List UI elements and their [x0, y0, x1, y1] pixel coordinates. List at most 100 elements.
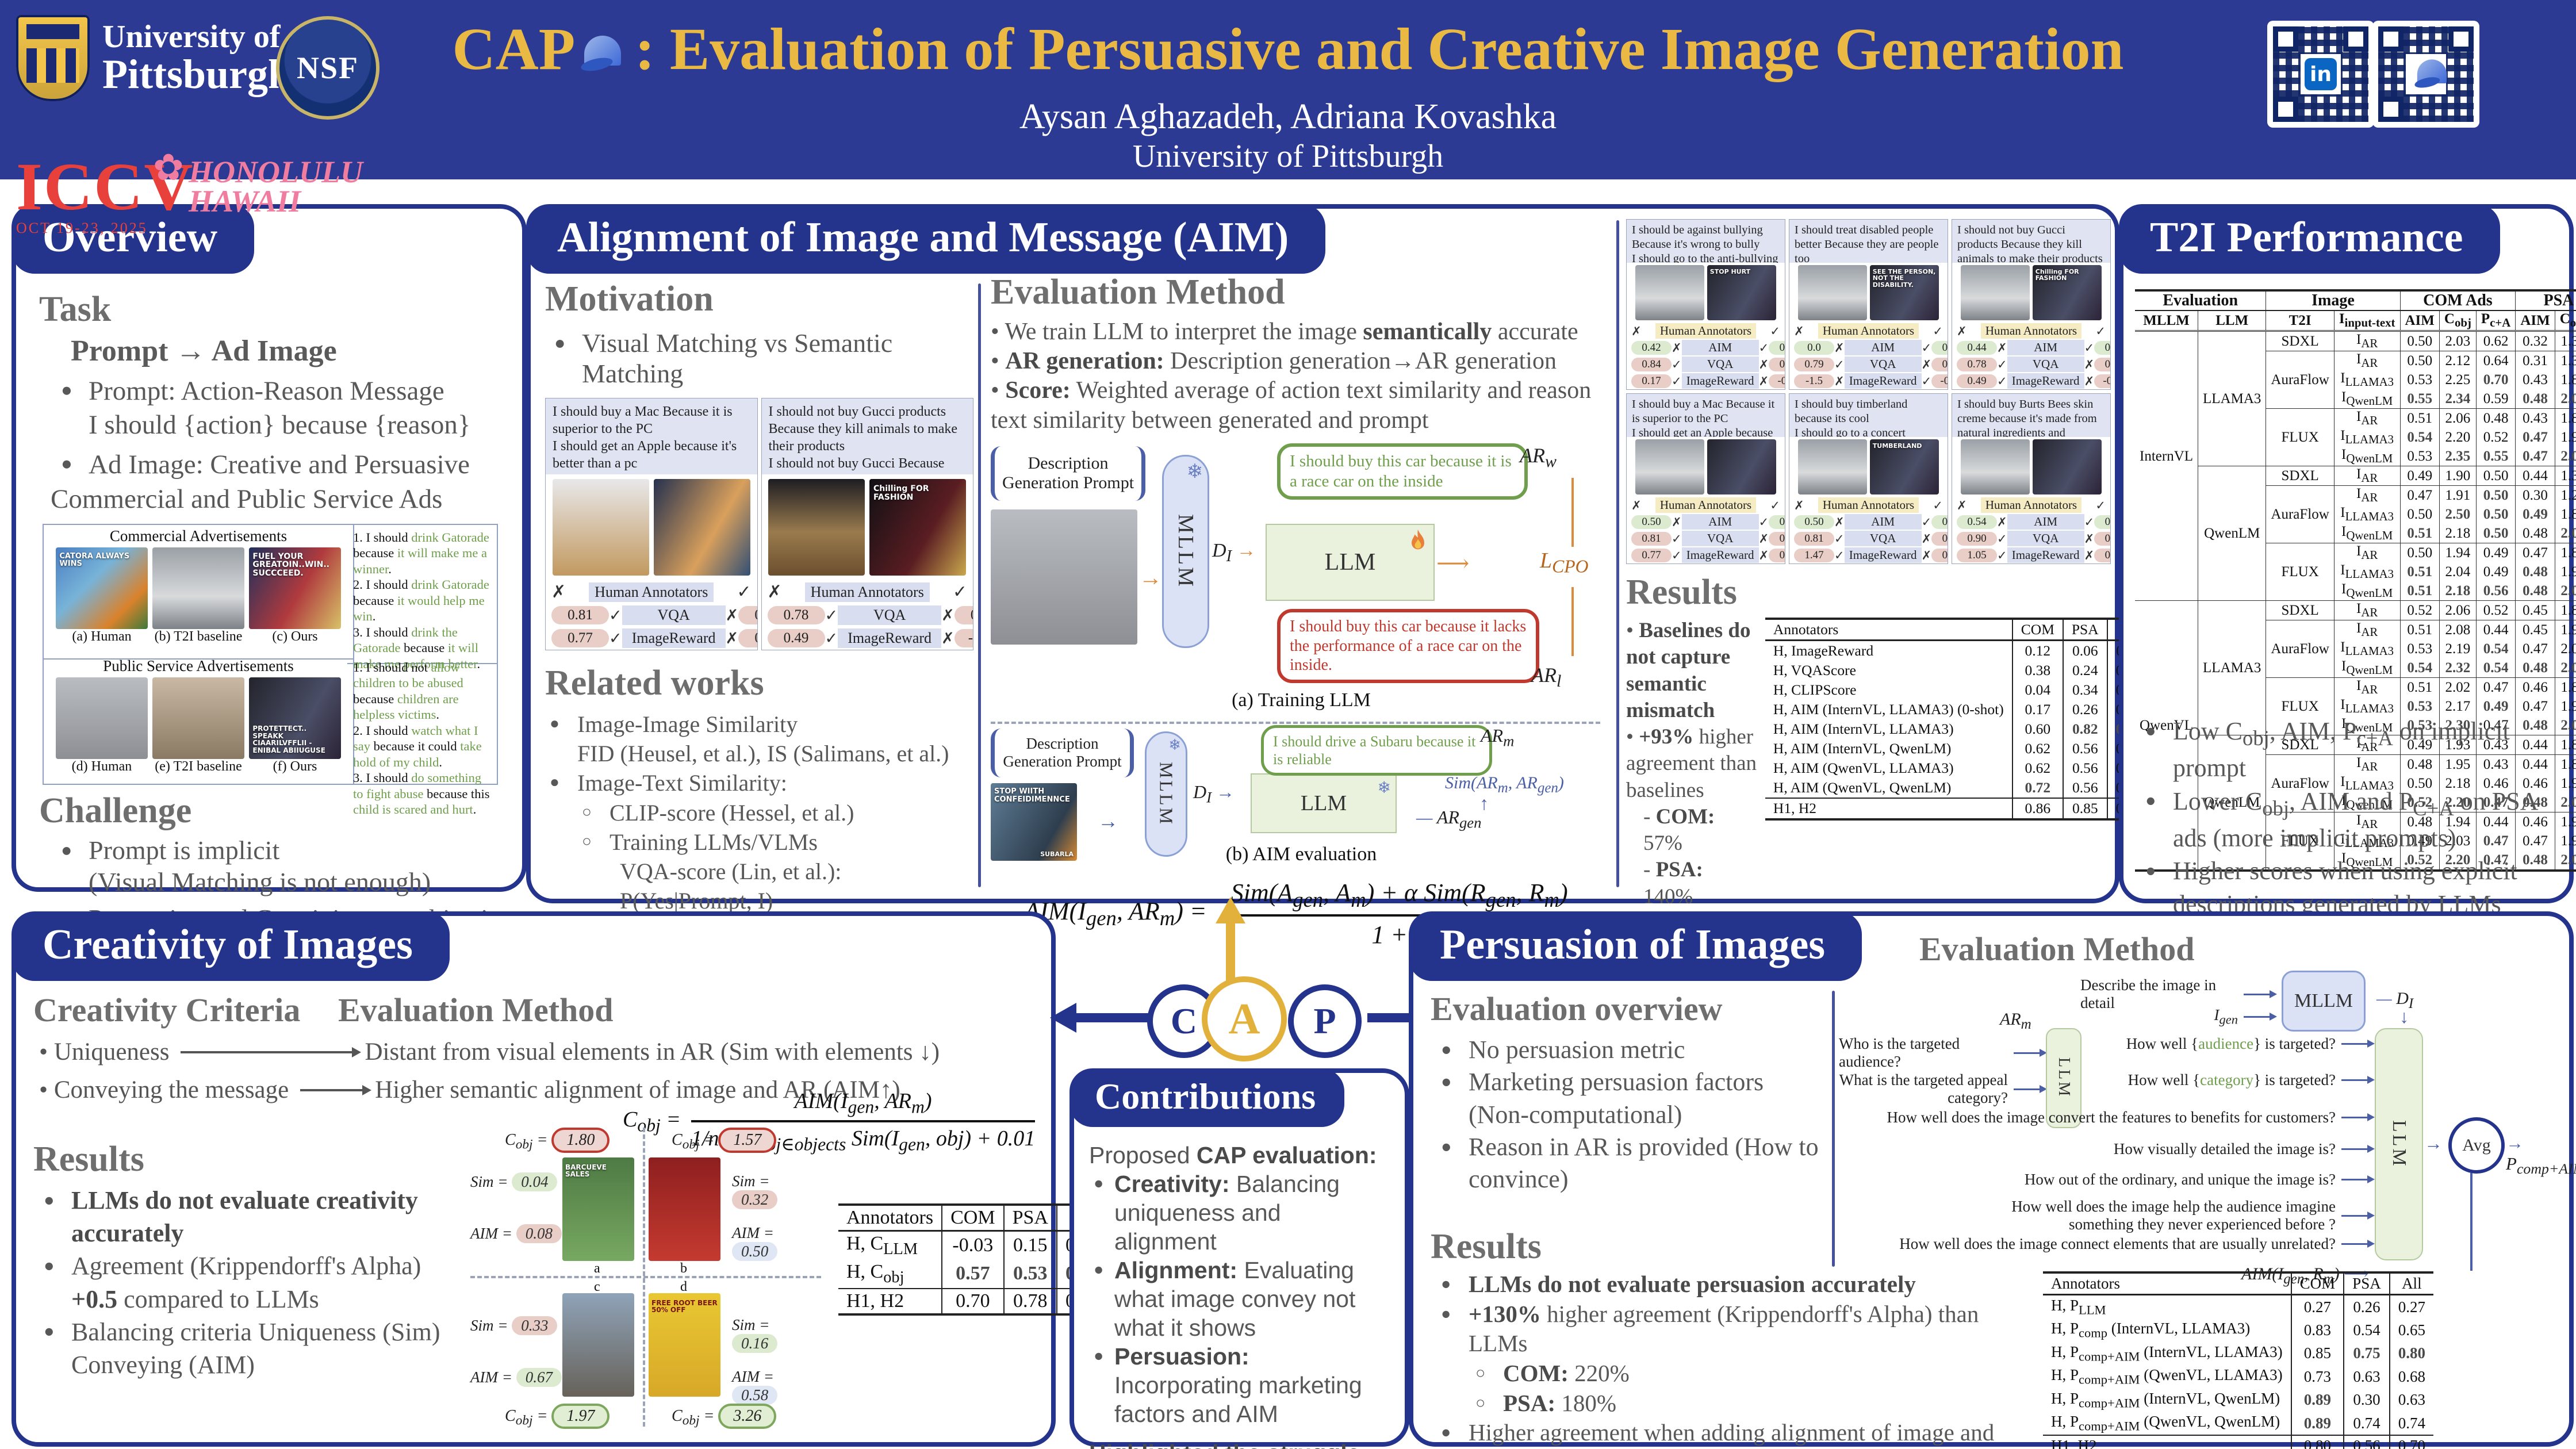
mark: ✓ — [1997, 531, 2007, 546]
score-pill: 0.73 — [1931, 531, 1948, 546]
psa-ads-label: Public Service Advertisements — [103, 657, 294, 674]
pitt-wordmark-line2: Pittsburgh — [102, 51, 292, 97]
llm-box-trainable: LLM — [1266, 523, 1435, 601]
mark: ✓ — [1672, 531, 1682, 546]
di-symbol: DI — [1212, 539, 1232, 565]
mark: ✗ — [2084, 374, 2095, 388]
ad-image-human-psa: (d) Human — [56, 677, 148, 775]
metric-label: VQA — [622, 605, 726, 625]
cobj-value: 1.80 — [551, 1128, 610, 1153]
related-detail: VQA-score (Lin, et al.): P(Yes|Prompt, I… — [620, 858, 842, 914]
creativity-panel: Creativity of Images Creativity Criteria… — [12, 911, 1108, 1447]
aim-result-2a: - COM: 57% — [1643, 804, 1715, 855]
mark: ✓ — [1921, 374, 1932, 388]
aim-example-card: I should not buy Gucci products Because … — [1952, 219, 2111, 390]
aim-label: AIM = — [470, 1225, 512, 1242]
description-generation-prompt: Description Generation Prompt — [991, 446, 1145, 501]
di-label: — DI — [2376, 989, 2414, 1011]
metric-label: AIM — [2007, 514, 2084, 530]
ad-image-ours-psa: PROTETTECT.. SPEAKK CIAARILVFFLII - ENIB… — [249, 677, 341, 775]
creativity-example-c: c Sim = 0.33 AIM = 0.67 Cobj = 1.97 — [470, 1279, 638, 1429]
related-detail: FID (Heusel, et al.), IS (Salimans, et a… — [577, 741, 949, 767]
sim-value: 0.16 — [732, 1334, 778, 1353]
task-line: Prompt → Ad Image — [71, 335, 337, 367]
example-prompt: I should be against bullying Because it'… — [1627, 220, 1785, 263]
related-works-heading: Related works — [545, 664, 764, 703]
score-pill: 0.77 — [551, 629, 609, 647]
metric-label: ImageReward — [1844, 547, 1922, 563]
iccv-loc2: HAWAII — [189, 184, 301, 219]
contributions-intro: Proposed CAP evaluation: — [1089, 1142, 1377, 1168]
audience-question: Who is the targeted audience? — [1839, 1035, 2047, 1071]
connector — [2470, 1173, 2472, 1271]
t2i-bullet-3: Higher scores when using explicit descri… — [2141, 854, 2549, 920]
challenge-heading: Challenge — [39, 791, 192, 830]
motivation-card-gucci: I should not buy Gucci products Because … — [761, 398, 973, 650]
metric-label: VQA — [2007, 356, 2084, 372]
unrelated-question: How well does the image connect elements… — [1873, 1235, 2375, 1253]
persuasion-panel: Persuasion of Images Evaluation overview… — [1409, 911, 2576, 1449]
category-output: How well {category} is targeted? — [2086, 1071, 2375, 1089]
persuasion-panel-title: Persuasion of Images — [1409, 911, 1862, 981]
fig-caption-f: (f) Ours — [273, 759, 317, 774]
score-pill: -0.62 — [954, 629, 973, 647]
psa-text-2: 2. I should watch what I say because it … — [353, 723, 482, 769]
mark: ✓ — [1921, 515, 1932, 529]
unique-question: How out of the ordinary, and unique the … — [2023, 1171, 2375, 1189]
cap-icon — [2413, 59, 2447, 90]
aim-result-2: +93% higher agreement than baselines — [1626, 725, 1757, 802]
flame-icon — [1412, 529, 1424, 550]
t2i-panel-title: T2I Performance — [2119, 204, 2500, 274]
cobj-value: 1.97 — [551, 1404, 610, 1429]
mllm-label: MLLM — [2294, 990, 2353, 1011]
mark: ✗ — [2084, 531, 2095, 546]
human-annotators-label: Human Annotators — [1980, 323, 2082, 339]
cross-icon: ✗ — [941, 629, 954, 647]
sim-label: Sim = — [470, 1317, 508, 1334]
subaru-ad-image: STOP WIITH CONFEIDIMENNCE SUBARLA — [991, 783, 1077, 861]
fig-caption-b: (b) T2I baseline — [154, 629, 243, 644]
human-annotators-label: Human Annotators — [1980, 497, 2082, 513]
q-text: How well {audience} is targeted? — [2126, 1035, 2336, 1052]
score-pill: -0.20 — [1931, 374, 1948, 388]
arrow-right-icon: ⟶ — [1436, 550, 1470, 576]
score-pill: 0.40 — [1931, 548, 1948, 562]
score-pill: 0.77 — [1769, 531, 1785, 546]
poster-title-rest: : Evaluation of Persuasive and Creative … — [635, 16, 2124, 82]
motivation-prompt: I should buy a Mac Because it is superio… — [546, 398, 757, 474]
fig-caption-a: (a) Human — [72, 629, 132, 644]
detail-question: How visually detailed the image is? — [2086, 1140, 2375, 1158]
ad-overlay-text: CATORA ALWAYS WINS — [59, 551, 130, 569]
ad-overlay-text: SUBARLA — [1040, 850, 1074, 858]
example-letter: a — [594, 1261, 600, 1276]
ad-overlay-text: FREE ROOT BEER 50% OFF — [651, 1298, 718, 1314]
persuasion-overview-heading: Evaluation overview — [1431, 990, 1723, 1028]
metric-label: VQA — [1681, 356, 1759, 372]
related-bullet: Image-Text Similarity: — [545, 768, 973, 798]
aim-example-card: I should buy a Mac Because it is superio… — [1626, 393, 1785, 564]
mark: ✗ — [2084, 548, 2095, 562]
mllm-box: MLLM — [2282, 971, 2366, 1032]
arrow-right-icon — [300, 1084, 372, 1095]
category-question: What is the targeted appeal category? — [1839, 1071, 2047, 1107]
psa-text-1: 1. I should not allow children to be abu… — [353, 660, 463, 722]
metric-label: ImageReward — [2007, 373, 2084, 389]
score-pill: 0.49 — [954, 606, 973, 624]
ad-overlay-text: TUMBERLAND — [1872, 442, 1922, 450]
aim-panel-title: Alignment of Image and Message (AIM) — [526, 204, 1326, 274]
audience-output: How well {audience} is targeted? — [2086, 1035, 2375, 1053]
score-pill: 0.52 — [1931, 515, 1948, 529]
pitt-logo: University of Pittsburgh — [16, 15, 291, 101]
q-text: How well does the image help the audienc… — [2011, 1198, 2336, 1233]
arrow-right-icon: → — [1098, 809, 1118, 833]
t2i-sub-cobj: Cobj — [2554, 310, 2576, 332]
score-pill: 0.17 — [1631, 374, 1672, 388]
example-prompt: I should not buy Gucci products Because … — [1952, 220, 2110, 263]
aim-panel: Alignment of Image and Message (AIM) Mot… — [526, 204, 2150, 1068]
t2i-col-psa: PSA Ads — [2515, 290, 2576, 311]
related-sub-bullet: CLIP-score (Hessel, et al.) — [577, 798, 973, 827]
ar-win-box: I should buy this car because it is a ra… — [1277, 443, 1528, 500]
motivation-heading: Motivation — [545, 279, 714, 319]
mark: ✓ — [1997, 548, 2007, 562]
